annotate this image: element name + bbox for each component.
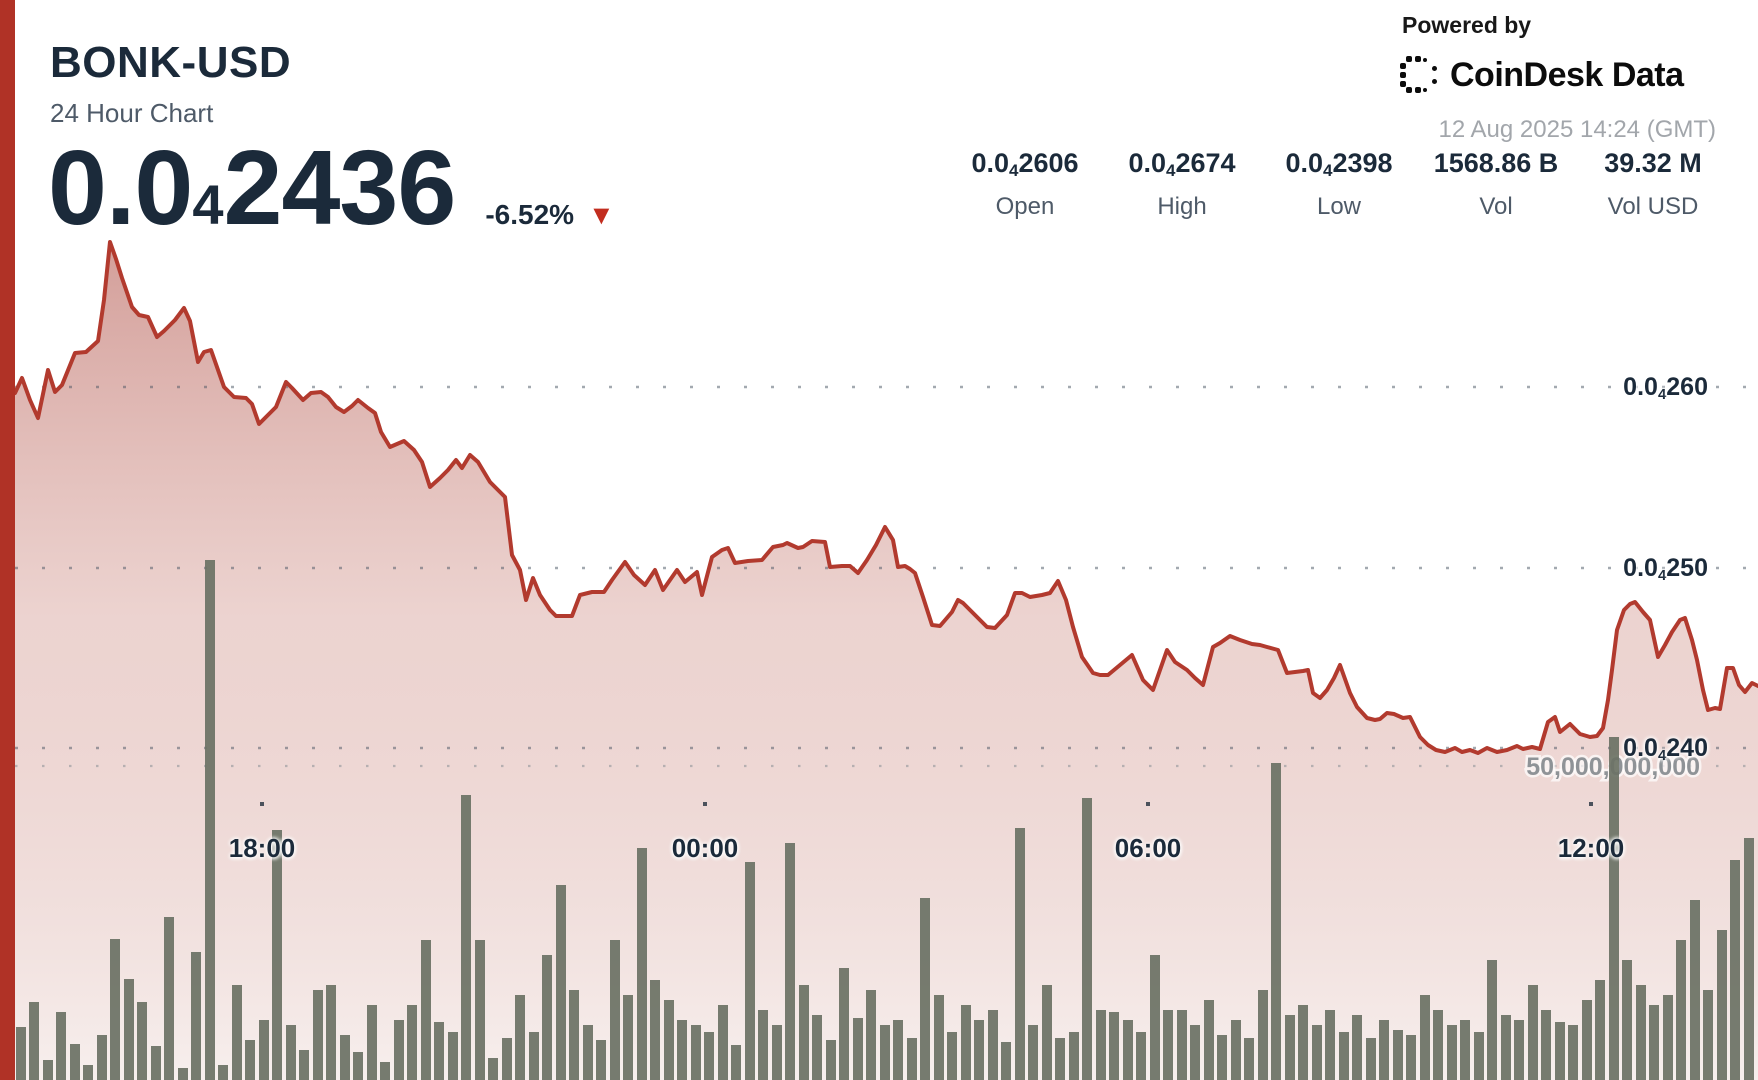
price-subscript: 4 <box>192 173 224 236</box>
x-axis-ticks <box>260 802 1593 806</box>
coindesk-data-logo[interactable]: CoinDesk Data <box>1398 54 1684 96</box>
stat-high-label: High <box>1157 193 1207 220</box>
stat-volume-usd-label: Vol USD <box>1607 193 1699 220</box>
logo-text-data: Data <box>1611 55 1684 94</box>
price-digits: 2436 <box>223 129 457 247</box>
price-line-series <box>13 240 1758 755</box>
stat-open-label: Open <box>995 193 1055 220</box>
ohlc-stats-row: 0.042606 Open 0.042674 High 0.042398 Low… <box>951 146 1727 222</box>
chart-subtitle: 24 Hour Chart <box>50 98 214 128</box>
price-area-fill <box>15 242 1758 1080</box>
x-axis-label-1200: 12:00 <box>1557 833 1625 863</box>
stat-volume-usd: 39.32 M Vol USD <box>1579 146 1727 222</box>
logo-text-coindesk: CoinDesk <box>1450 55 1603 94</box>
price-change-percent: -6.52% <box>485 199 575 230</box>
chart-timestamp: 12 Aug 2025 14:24 (GMT) <box>1438 116 1717 143</box>
x-axis-label-1800: 18:00 <box>228 833 296 863</box>
coindesk-logo-icon <box>1400 56 1437 93</box>
stat-high: 0.042674 High <box>1108 146 1256 222</box>
page-title-symbol: BONK-USD <box>50 38 292 87</box>
stat-open: 0.042606 Open <box>951 146 1099 222</box>
x-axis-label-0600: 06:00 <box>1114 833 1182 863</box>
left-accent-bar <box>0 0 15 1080</box>
x-axis-label-0000: 00:00 <box>671 833 739 863</box>
stat-volume: 1568.86 B Vol <box>1422 146 1570 222</box>
stat-low: 0.042398 Low <box>1265 146 1413 222</box>
current-price: 0.0 4 2436 -6.52% ▼ <box>48 128 615 249</box>
price-prefix: 0.0 <box>48 129 193 247</box>
down-triangle-icon: ▼ <box>588 200 615 230</box>
powered-by-text: Powered by <box>1402 12 1532 38</box>
volume-bars <box>16 560 1754 1080</box>
y-axis-label-240: 0.04240 <box>1623 734 1708 764</box>
y-axis-label-250: 0.04250 <box>1623 554 1708 584</box>
stat-low-label: Low <box>1316 193 1362 220</box>
y-axis-label-260: 0.04260 <box>1623 373 1708 403</box>
stat-volume-label: Vol <box>1479 193 1513 220</box>
